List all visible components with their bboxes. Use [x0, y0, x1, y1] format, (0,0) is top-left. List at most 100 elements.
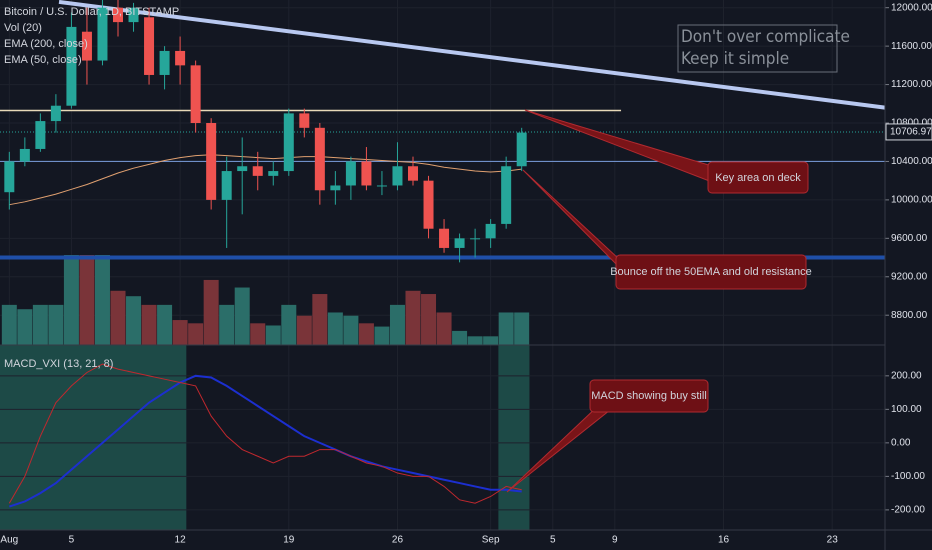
candle-body [361, 161, 372, 186]
candle-body [345, 161, 356, 186]
x-tick-label: 16 [718, 535, 730, 546]
y-tick-label: 12000.00 [891, 2, 932, 13]
candle-body [237, 166, 248, 172]
volume-bar [467, 336, 483, 345]
x-tick-label: 23 [827, 535, 839, 546]
callout-box [589, 379, 709, 413]
candle-body [252, 166, 263, 176]
candle-body [454, 238, 465, 248]
candle-body [128, 7, 139, 23]
signal-zone [0, 345, 187, 530]
y-tick-label: 0.00 [891, 438, 911, 449]
volume-bar [110, 290, 126, 345]
candle-body [66, 26, 77, 106]
volume-bar [172, 320, 188, 345]
volume-bar [281, 304, 297, 345]
volume-bar [514, 312, 530, 345]
volume-bar [374, 326, 390, 345]
volume-bar [405, 290, 421, 345]
x-tick-label: 26 [392, 535, 404, 546]
candle-body [283, 113, 294, 172]
y-tick-label: 9200.00 [891, 271, 928, 282]
y-tick-label: 9600.00 [891, 233, 928, 244]
y-tick-label: 8800.00 [891, 310, 928, 321]
x-tick-label: 5 [69, 535, 75, 546]
last-price-label: 10706.97 [890, 127, 932, 138]
y-tick-label: -100.00 [891, 471, 925, 482]
chart-title: Bitcoin / U.S. Dollar, 1D, BITSTAMP [4, 6, 179, 18]
candle-body [206, 123, 217, 200]
volume-bar [1, 304, 17, 345]
candle-body [439, 228, 450, 248]
candle-body [221, 171, 232, 200]
note-box [677, 24, 838, 73]
candle-body [268, 171, 279, 176]
volume-bar [234, 287, 250, 345]
y-tick-label: 100.00 [891, 404, 922, 415]
y-tick-label: 10800.00 [891, 118, 932, 129]
volume-bar [265, 325, 281, 345]
volume-bar [79, 255, 95, 345]
x-tick-label: 12 [175, 535, 187, 546]
volume-bar [498, 312, 514, 345]
volume-bar [389, 304, 405, 345]
legend-entry: EMA (200, close) [4, 38, 88, 50]
volume-bar [327, 312, 343, 345]
macd-line [8, 363, 522, 504]
candle-body [81, 31, 92, 61]
candle-body [97, 7, 108, 61]
candle-body [175, 50, 186, 66]
x-tick-label: Sep [482, 535, 500, 546]
callout-text: Bounce off the 50EMA and old resistance [610, 266, 812, 278]
last-price-box [885, 123, 932, 141]
note: Don't over complicate [681, 27, 850, 47]
volume-bar [358, 323, 374, 345]
candle-body [516, 132, 527, 167]
y-tick-label: 11200.00 [891, 79, 932, 90]
volume-bar [343, 315, 359, 345]
candle-body [392, 166, 403, 186]
x-tick-label: 19 [283, 535, 295, 546]
callout-text: MACD showing buy still [591, 390, 707, 402]
callout-box [707, 161, 809, 194]
volume-bar [219, 304, 235, 345]
candle-body [408, 166, 418, 181]
volume-bar [94, 255, 110, 345]
candle-body [35, 121, 46, 149]
trendline [58, 0, 886, 110]
candle-body [470, 238, 481, 240]
candle-body [19, 148, 30, 162]
y-tick-label: 200.00 [891, 370, 922, 381]
volume-bar [436, 312, 452, 345]
candle-body [376, 185, 387, 187]
y-tick-label: 10400.00 [891, 156, 932, 167]
panel-title: MACD_VXI (13, 21, 8) [4, 358, 113, 370]
volume-bar [63, 255, 79, 345]
volume-bar [312, 294, 328, 345]
volume-bar [452, 330, 468, 345]
y-tick-label: -200.00 [891, 505, 925, 516]
volume-bar [32, 304, 48, 345]
candle-body [190, 65, 201, 124]
candle-body [4, 161, 15, 193]
legend-entry: EMA (50, close) [4, 54, 82, 66]
volume-bar [141, 304, 157, 345]
volume-bar [157, 304, 173, 345]
y-tick-label: 10000.00 [891, 195, 932, 206]
legend-entry: Vol (20) [4, 22, 42, 34]
ema50-line [9, 154, 522, 206]
callout-text: Key area on deck [715, 172, 801, 184]
volume-bar [126, 296, 142, 345]
volume-bar [250, 323, 266, 345]
volume-bar [17, 309, 33, 345]
candle-body [299, 113, 310, 128]
candle-body [113, 7, 123, 23]
volume-bar [421, 294, 437, 345]
callout-box [615, 254, 807, 290]
candle-body [485, 223, 496, 239]
signal-zone [498, 345, 530, 530]
macd-line [9, 374, 522, 508]
candle-body [144, 17, 155, 75]
candle-body [314, 127, 325, 191]
